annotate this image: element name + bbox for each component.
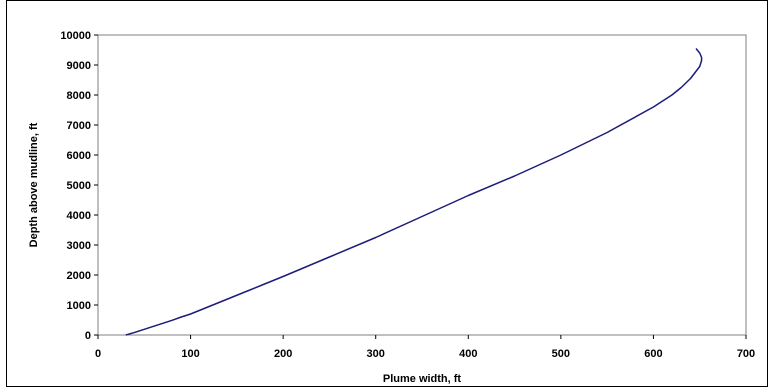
- series-group: [125, 48, 703, 336]
- y-tick-label: 1000: [67, 300, 91, 312]
- chart-figure: 0 1000 2000 3000 4000 5000 6000 7000 8000 9000 100…: [6, 0, 768, 387]
- y-tick-label: 6000: [67, 150, 91, 162]
- x-tick-label: 600: [644, 348, 662, 360]
- plot-area: [97, 34, 747, 336]
- x-tick-label: 700: [737, 348, 755, 360]
- line-chart: 0100020003000400050006000700080009000100…: [28, 30, 755, 385]
- x-axis-title: Plume width, ft: [383, 373, 462, 385]
- y-tick-label: 3000: [67, 240, 91, 252]
- x-tick-label: 100: [181, 348, 199, 360]
- x-tick-label: 400: [459, 348, 477, 360]
- x-axis-ticks: 0 100 200 300 400 500 600 700: [95, 335, 755, 360]
- y-tick-label: 7000: [67, 120, 91, 132]
- y-axis-title: Depth above mudline, ft: [28, 122, 40, 247]
- y-tick-label: 0: [85, 330, 91, 342]
- y-tick-label: 10000: [60, 30, 91, 42]
- y-tick-label: 4000: [67, 210, 91, 222]
- x-tick-label: 0: [95, 348, 101, 360]
- y-tick-label: 8000: [67, 90, 91, 102]
- x-tick-label: 200: [274, 348, 292, 360]
- y-tick-label: 2000: [67, 270, 91, 282]
- x-tick-label: 500: [552, 348, 570, 360]
- y-tick-label: 9000: [67, 60, 91, 72]
- series-line-0: [125, 48, 703, 336]
- y-tick-label: 5000: [67, 180, 91, 192]
- y-axis-ticks: 0 1000 2000 3000 4000 5000 6000 7000 8000 9000 100…: [60, 30, 98, 342]
- x-tick-label: 300: [367, 348, 385, 360]
